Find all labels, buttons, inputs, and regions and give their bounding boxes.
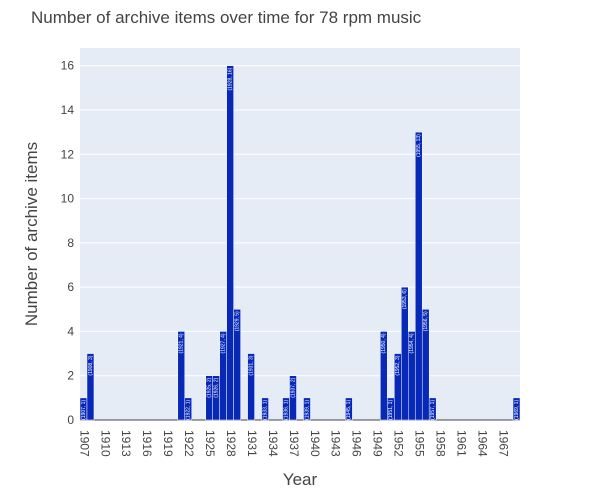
- x-tick-label: 1964: [475, 430, 489, 457]
- bar: [226, 65, 234, 421]
- y-tick-label: 2: [67, 369, 74, 383]
- x-tick-label: 1931: [245, 430, 259, 457]
- x-tick-label: 1916: [140, 430, 154, 457]
- bar: [414, 131, 423, 421]
- x-tick-label: 1934: [266, 430, 280, 457]
- bar-data-label: (1969, 1): [514, 400, 520, 420]
- x-axis-title: Year: [283, 470, 318, 489]
- y-tick-label: 14: [61, 103, 75, 117]
- bar: [247, 353, 255, 421]
- bar-data-label: (1954, 4): [409, 333, 415, 353]
- x-tick-label: 1943: [329, 430, 343, 457]
- x-tick-label: 1955: [413, 430, 427, 457]
- x-tick-label: 1913: [119, 430, 133, 457]
- bar-data-label: (1929, 5): [234, 311, 240, 331]
- bars: (1907, 1) (1908, 3) (1921, 4) (1922, 1) (192…: [79, 65, 521, 421]
- x-tick-label: 1922: [182, 430, 196, 457]
- bar-data-label: (1955, 13): [416, 134, 422, 157]
- bar: [177, 331, 186, 421]
- y-tick-label: 0: [67, 413, 74, 427]
- bar-data-label: (1933, 1): [262, 400, 268, 420]
- bar-data-label: (1951, 1): [388, 400, 394, 420]
- bar-data-label: (1939, 1): [304, 400, 310, 420]
- y-axis-title: Number of archive items: [22, 142, 41, 326]
- bar-data-label: (1922, 1): [186, 400, 192, 420]
- bar-data-label: (1928, 16): [227, 67, 233, 90]
- x-tick-label: 1940: [308, 430, 322, 457]
- bar-data-label: (1926, 2): [214, 377, 220, 397]
- gridlines: [80, 65, 520, 421]
- bar-data-label: (1921, 4): [179, 333, 185, 353]
- bar: [303, 397, 311, 421]
- plot-area: [80, 48, 520, 420]
- bar: [380, 331, 388, 421]
- x-tick-label: 1919: [161, 430, 175, 457]
- x-tick-label: 1928: [224, 430, 238, 457]
- x-tick-label: 1910: [98, 430, 112, 457]
- bar: [428, 397, 437, 421]
- bar-data-label: (1925, 2): [207, 377, 213, 397]
- bar: [345, 397, 353, 421]
- bar: [289, 375, 297, 421]
- x-tick-label: 1952: [392, 430, 406, 457]
- bar-data-label: (1945, 1): [346, 400, 352, 420]
- y-tick-label: 6: [67, 280, 74, 294]
- x-tick-label: 1949: [371, 430, 385, 457]
- y-tick-label: 10: [61, 192, 75, 206]
- x-tick-label: 1946: [350, 430, 364, 457]
- bar-data-label: (1950, 4): [381, 333, 387, 353]
- bar: [261, 397, 269, 421]
- bar-data-label: (1907, 1): [81, 400, 87, 420]
- x-tick-label: 1958: [434, 430, 448, 457]
- x-tick-labels: 1907 1910 1913 1916 1919 1922 1925 1928 1931 1934…: [77, 430, 510, 457]
- chart-title: Number of archive items over time for 78…: [31, 8, 422, 27]
- bar-data-label: (1953, 6): [402, 289, 408, 309]
- x-tick-label: 1925: [203, 430, 217, 457]
- y-tick-label: 16: [61, 59, 75, 73]
- bar: [421, 309, 430, 421]
- x-tick-label: 1907: [77, 430, 91, 457]
- bar-data-label: (1931, 3): [248, 355, 254, 375]
- x-tick-label: 1961: [454, 430, 468, 457]
- bar: [86, 353, 95, 421]
- bar-data-label: (1957, 1): [430, 400, 436, 420]
- bar: [233, 309, 241, 421]
- bar-data-label: (1927, 4): [221, 333, 227, 353]
- y-tick-label: 8: [67, 236, 74, 250]
- bar-data-label: (1952, 3): [395, 355, 401, 375]
- bar: [512, 397, 521, 421]
- y-tick-labels: 0 2 4 6 8 10 12 14 16: [61, 59, 75, 427]
- bar-data-label: (1956, 5): [423, 311, 429, 331]
- y-tick-label: 4: [67, 324, 74, 338]
- x-tick-label: 1967: [496, 430, 510, 457]
- bar-data-label: (1937, 2): [290, 377, 296, 397]
- bar: [184, 397, 192, 421]
- bar-data-label: (1936, 1): [283, 400, 289, 420]
- bar-data-label: (1908, 3): [88, 355, 94, 375]
- y-tick-label: 12: [61, 147, 75, 161]
- x-tick-label: 1937: [287, 430, 301, 457]
